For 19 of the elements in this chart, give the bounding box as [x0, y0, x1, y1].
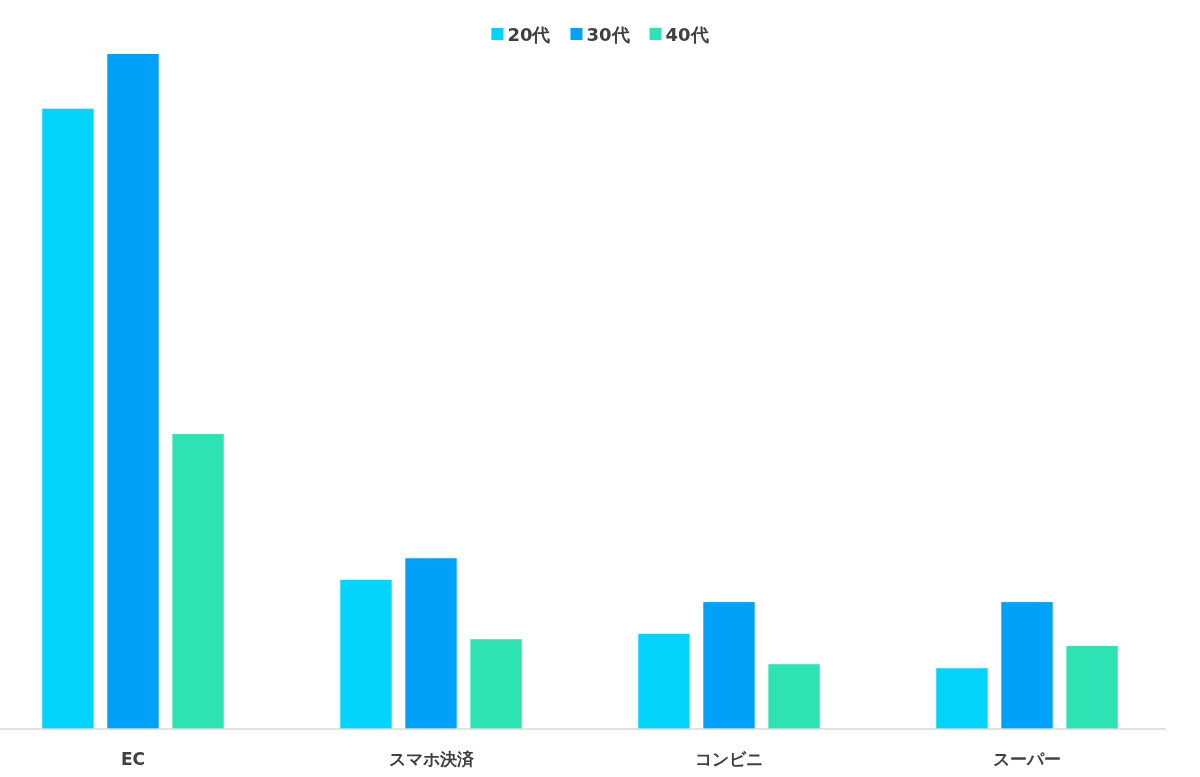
bar — [172, 434, 224, 729]
bar — [470, 639, 522, 729]
x-tick-label: スーパー — [993, 749, 1061, 769]
legend-label: 20代 — [507, 23, 551, 45]
bar — [936, 668, 988, 729]
bar — [1066, 645, 1118, 729]
x-tick-label: スマホ決済 — [388, 749, 475, 769]
bar — [405, 558, 457, 729]
x-tick-label: EC — [120, 749, 146, 769]
bar — [42, 108, 94, 729]
x-tick-label: コンビニ — [695, 749, 763, 769]
legend-label: 40代 — [665, 23, 709, 45]
bar — [107, 54, 159, 729]
bar — [638, 633, 690, 729]
legend-label: 30代 — [586, 23, 630, 45]
bar — [1001, 602, 1053, 729]
bar — [703, 602, 755, 729]
bar — [340, 579, 392, 729]
bar — [768, 664, 820, 729]
